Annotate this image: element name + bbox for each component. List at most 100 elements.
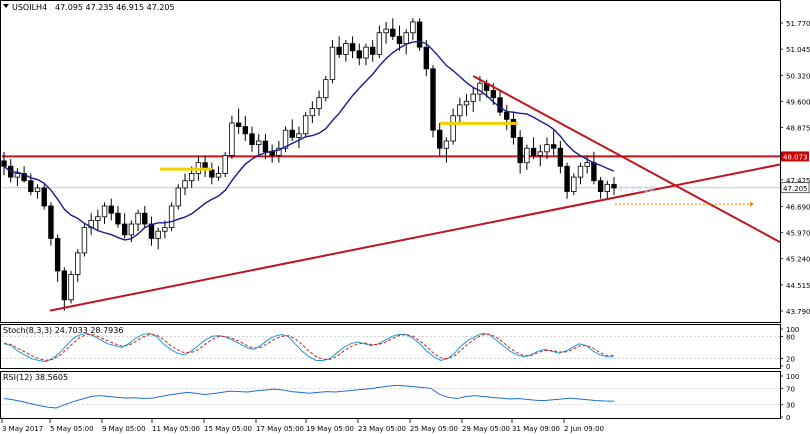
time-tick-label: 9 May 05:00: [102, 425, 146, 433]
bear-candle-body: [235, 122, 242, 127]
candle: [544, 137, 550, 160]
bear-candle-body: [517, 137, 523, 164]
bear-candle-body: [356, 50, 362, 59]
bear-candle-body: [1, 160, 7, 167]
candle: [202, 155, 208, 178]
symbol-label: USOILH4: [12, 3, 47, 12]
candle: [256, 133, 262, 156]
bear-candle-body: [550, 144, 557, 149]
bull-candle-body: [101, 205, 108, 218]
bull-candle-body: [14, 173, 21, 178]
panel-tick-label: 0: [786, 414, 790, 422]
bull-candle-body: [128, 223, 135, 236]
time-tick-label: 25 May 05:00: [410, 425, 458, 433]
candle: [302, 112, 309, 138]
bull-candle-body: [229, 122, 235, 156]
candle: [349, 36, 356, 59]
panel-tick-label: 100: [786, 373, 799, 381]
candle: [54, 234, 61, 282]
price-tick-label: 46.690: [786, 203, 810, 211]
bull-candle-body: [162, 227, 168, 232]
main-line: [3, 332, 615, 363]
bull-candle-body: [477, 82, 483, 95]
candle: [604, 180, 610, 199]
bear-candle-body: [142, 212, 148, 225]
bear-candle-body: [497, 97, 503, 113]
rsi-series: 100 70 30 0: [2, 373, 799, 422]
price-tick-label: 49.600: [786, 98, 810, 106]
candle: [235, 108, 242, 134]
bear-candle-body: [108, 205, 114, 214]
candle: [396, 25, 403, 51]
candle: [215, 166, 222, 181]
chart-header: USOILH4 47.095 47.235 46.915 47.205: [3, 3, 175, 12]
bull-candle-body: [222, 155, 228, 174]
bull-candle-body: [168, 205, 175, 229]
candle: [470, 86, 476, 113]
candle: [390, 18, 396, 40]
candle: [329, 39, 336, 84]
candle: [571, 173, 577, 196]
candle: [115, 205, 121, 228]
bear-candle-body: [289, 129, 295, 138]
bear-candle-body: [349, 43, 356, 52]
candle: [155, 227, 161, 250]
bear-candle-body: [61, 270, 68, 301]
candle: [34, 184, 41, 199]
bull-candle-body: [571, 176, 577, 192]
candle: [276, 141, 282, 163]
candle: [443, 137, 450, 163]
main-line: [3, 384, 615, 409]
signal-line: [3, 333, 615, 361]
candle: [369, 39, 376, 62]
price-tick-label: 47.425: [786, 177, 810, 185]
candle: [209, 162, 215, 185]
level-price-label: 48.073: [783, 153, 808, 161]
bear-candle-body: [396, 35, 403, 44]
candle: [517, 130, 523, 174]
candle: [450, 108, 456, 145]
candle: [577, 162, 584, 185]
candle: [597, 177, 604, 199]
rsi-panel: [0, 371, 781, 419]
candle: [423, 39, 430, 77]
bear-candle-body: [490, 90, 497, 99]
candle: [61, 267, 68, 311]
bull-candle-body: [175, 187, 181, 207]
candle: [175, 184, 181, 210]
candle: [504, 104, 510, 131]
bull-candle-body: [316, 97, 322, 109]
candle: [242, 115, 249, 142]
time-tick-label: 15 May 05:00: [204, 425, 252, 433]
bull-candle-body: [524, 147, 530, 164]
bear-candle-body: [336, 46, 342, 55]
ohlc-label: 47.095 47.235 46.915 47.205: [55, 3, 175, 12]
candle: [148, 216, 155, 246]
time-tick-label: 5 May 05:00: [50, 425, 94, 433]
bull-candle-body: [363, 46, 369, 59]
candle: [403, 29, 409, 55]
candle: [222, 151, 228, 178]
bear-candle-body: [611, 183, 617, 189]
bull-candle-body: [256, 140, 262, 146]
panel-tick-label: 0: [786, 363, 790, 371]
candle: [611, 177, 617, 196]
candle: [229, 115, 235, 160]
bear-candle-body: [504, 111, 510, 120]
candle: [101, 202, 108, 225]
price-tick-label: 45.970: [786, 229, 810, 237]
bull-candle-body: [68, 274, 74, 301]
bull-candle-body: [282, 129, 289, 149]
candle: [182, 173, 188, 196]
bear-candle-body: [437, 129, 443, 149]
price-tick-label: 50.320: [786, 72, 810, 80]
candle: [323, 76, 329, 102]
panel-tick-label: 70: [786, 385, 795, 393]
bull-candle-body: [323, 79, 329, 99]
last-price-box: [780, 182, 810, 194]
price-series: [1, 18, 780, 311]
candle: [530, 137, 537, 160]
candle: [14, 168, 21, 187]
candle: [282, 126, 289, 152]
